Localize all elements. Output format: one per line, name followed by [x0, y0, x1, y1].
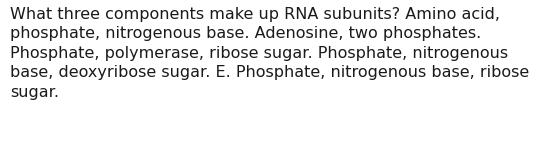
Text: What three components make up RNA subunits? Amino acid,
phosphate, nitrogenous b: What three components make up RNA subuni…: [10, 7, 530, 100]
